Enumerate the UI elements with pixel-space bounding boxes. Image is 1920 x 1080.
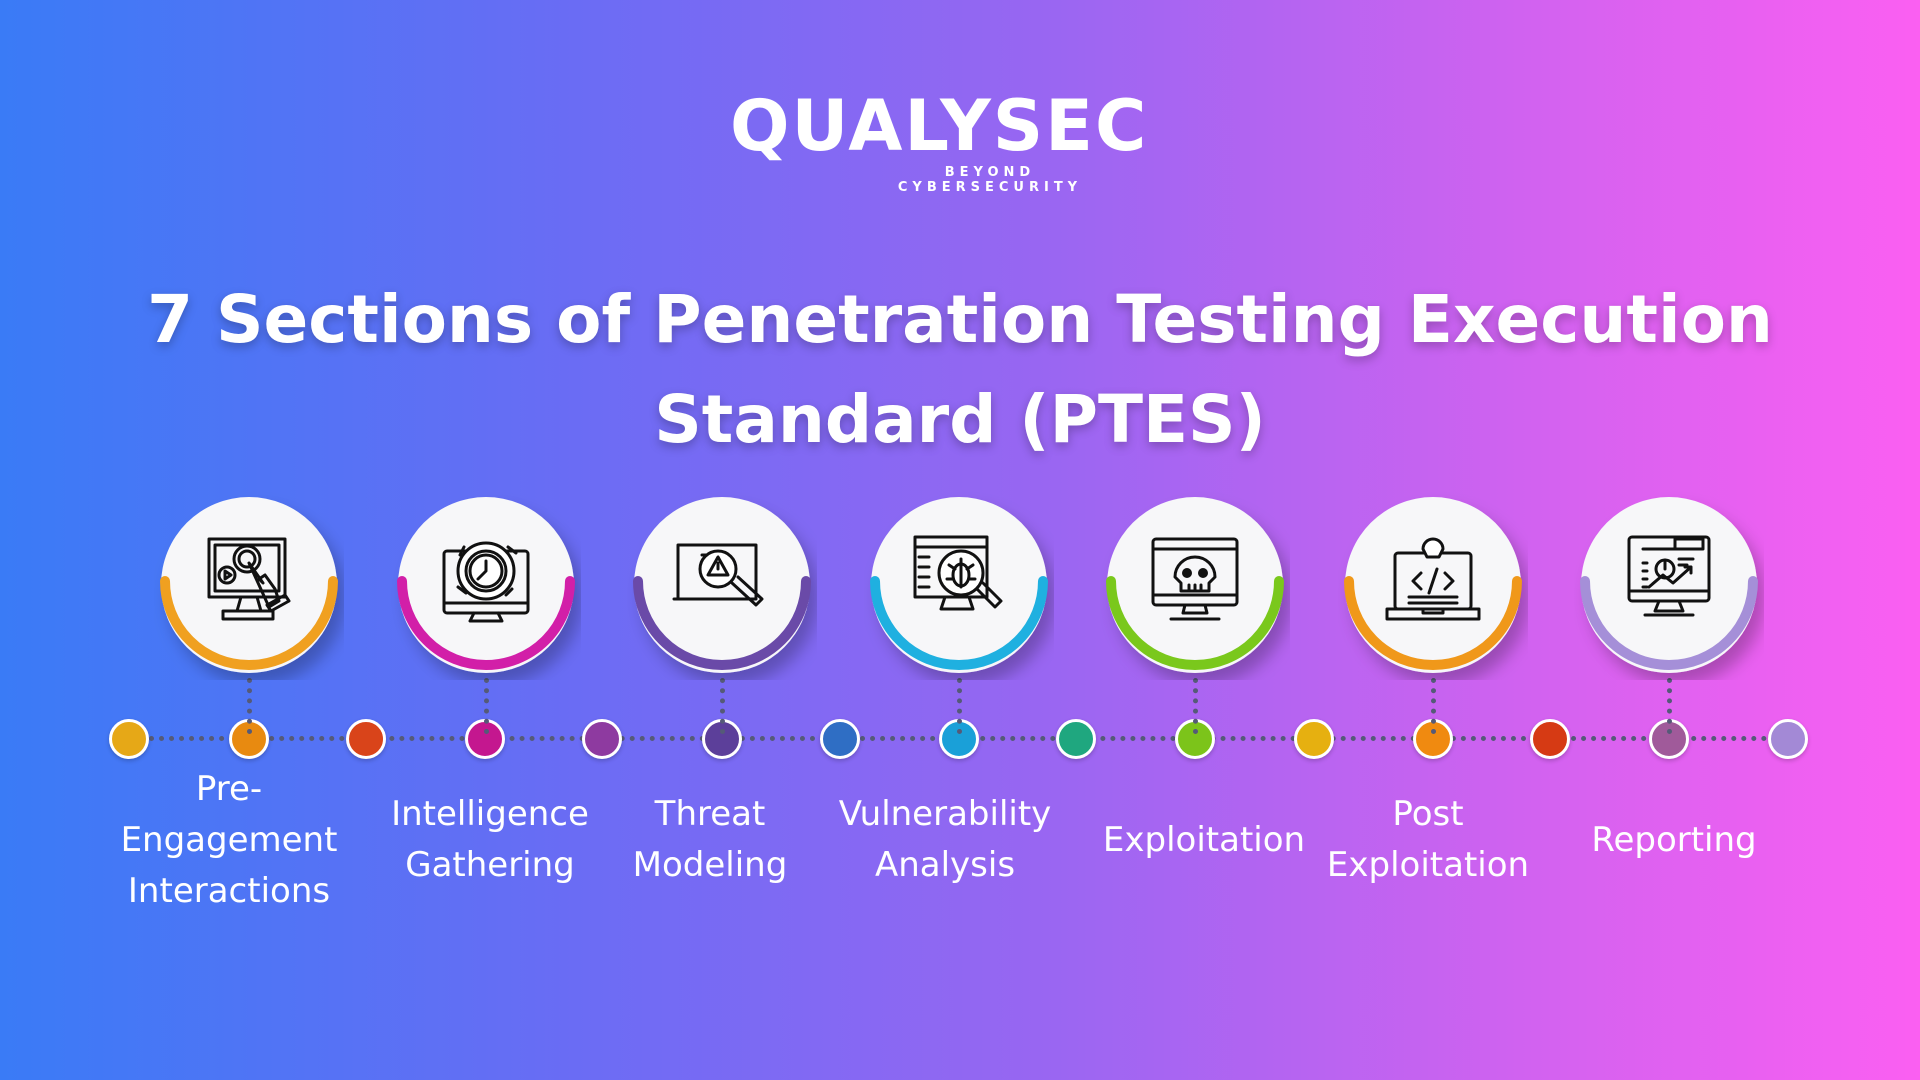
skull-monitor-icon <box>1151 537 1239 621</box>
timeline-dot <box>1294 719 1334 759</box>
section-label-line: Pre- <box>195 768 263 809</box>
connector-line <box>720 678 725 734</box>
section-label-line: Interactions <box>127 870 331 911</box>
accent-arc <box>633 576 811 670</box>
timeline-dot <box>346 719 386 759</box>
section-icon-badge <box>870 497 1048 673</box>
connector-line <box>1431 678 1436 734</box>
section-label: Threat Modeling <box>590 789 830 891</box>
section-label-line: Threat <box>654 794 766 834</box>
connector-line <box>1667 678 1672 734</box>
section-label: Intelligence Gathering <box>370 789 610 891</box>
bug-magnifier-icon <box>913 535 1003 611</box>
section-icon-badge <box>397 497 575 673</box>
section-label-line: Analysis <box>874 845 1016 885</box>
section-icon-badge <box>1106 497 1284 673</box>
connector-line <box>247 678 252 734</box>
qualysec-logo: QUALYSEC BEYOND CYBERSECURITY <box>730 85 1149 195</box>
section-icon-card <box>154 490 344 680</box>
section-label-line: Vulnerability <box>838 794 1052 834</box>
section-label: Reporting <box>1554 815 1794 866</box>
section-label-line: Reporting <box>1591 819 1757 860</box>
section-icon-card <box>1338 490 1528 680</box>
warning-magnifier-icon <box>672 543 764 607</box>
connector-line <box>484 678 489 734</box>
title-line-1: 7 Sections of Penetration Testing Execut… <box>147 281 1773 358</box>
timeline-dot <box>820 719 860 759</box>
timeline-dot <box>229 719 269 759</box>
timeline-dot <box>109 719 149 759</box>
section-icon-badge <box>633 497 811 673</box>
section-label-line: Gathering <box>405 845 575 885</box>
monitor-report-chart-icon <box>1627 535 1711 617</box>
page-title: 7 Sections of Penetration Testing Execut… <box>0 270 1920 470</box>
accent-arc <box>1580 576 1758 670</box>
logo-wordmark: QUALYSEC <box>730 85 1149 167</box>
accent-arc <box>397 576 575 670</box>
section-label: Pre- Engagement Interactions <box>109 764 349 917</box>
connector-line <box>957 678 962 734</box>
section-icon-card <box>1100 490 1290 680</box>
logo-tagline: BEYOND CYBERSECURITY <box>897 165 1083 195</box>
section-icon-badge <box>1344 497 1522 673</box>
section-label: Vulnerability Analysis <box>825 789 1065 891</box>
connector-line <box>1193 678 1198 734</box>
timeline-dot <box>1056 719 1096 759</box>
section-label-line: Exploitation <box>1326 845 1530 885</box>
timeline-dot <box>1768 719 1808 759</box>
section-label: Exploitation <box>1084 815 1324 866</box>
timeline-dot <box>1530 719 1570 759</box>
accent-arc <box>160 576 338 670</box>
title-line-2: Standard (PTES) <box>654 381 1266 458</box>
section-icon-badge <box>1580 497 1758 673</box>
section-icon-badge <box>160 497 338 673</box>
section-icon-card <box>1574 490 1764 680</box>
accent-arc <box>1106 576 1284 670</box>
monitor-touch-icon <box>207 537 291 621</box>
accent-arc <box>1344 576 1522 670</box>
section-label-line: Intelligence <box>391 794 589 834</box>
section-icon-card <box>864 490 1054 680</box>
section-label-line: Exploitation <box>1102 819 1306 860</box>
section-icon-card <box>391 490 581 680</box>
timeline-dot <box>582 719 622 759</box>
accent-arc <box>870 576 1048 670</box>
section-label-line: Post <box>1392 794 1464 834</box>
section-label-line: Engagement <box>120 819 338 860</box>
monitor-clock-cycle-icon <box>442 541 530 623</box>
skull-laptop-code-icon <box>1385 537 1481 621</box>
section-label-line: Modeling <box>632 845 788 885</box>
section-label: Post Exploitation <box>1308 789 1548 891</box>
section-icon-card <box>627 490 817 680</box>
